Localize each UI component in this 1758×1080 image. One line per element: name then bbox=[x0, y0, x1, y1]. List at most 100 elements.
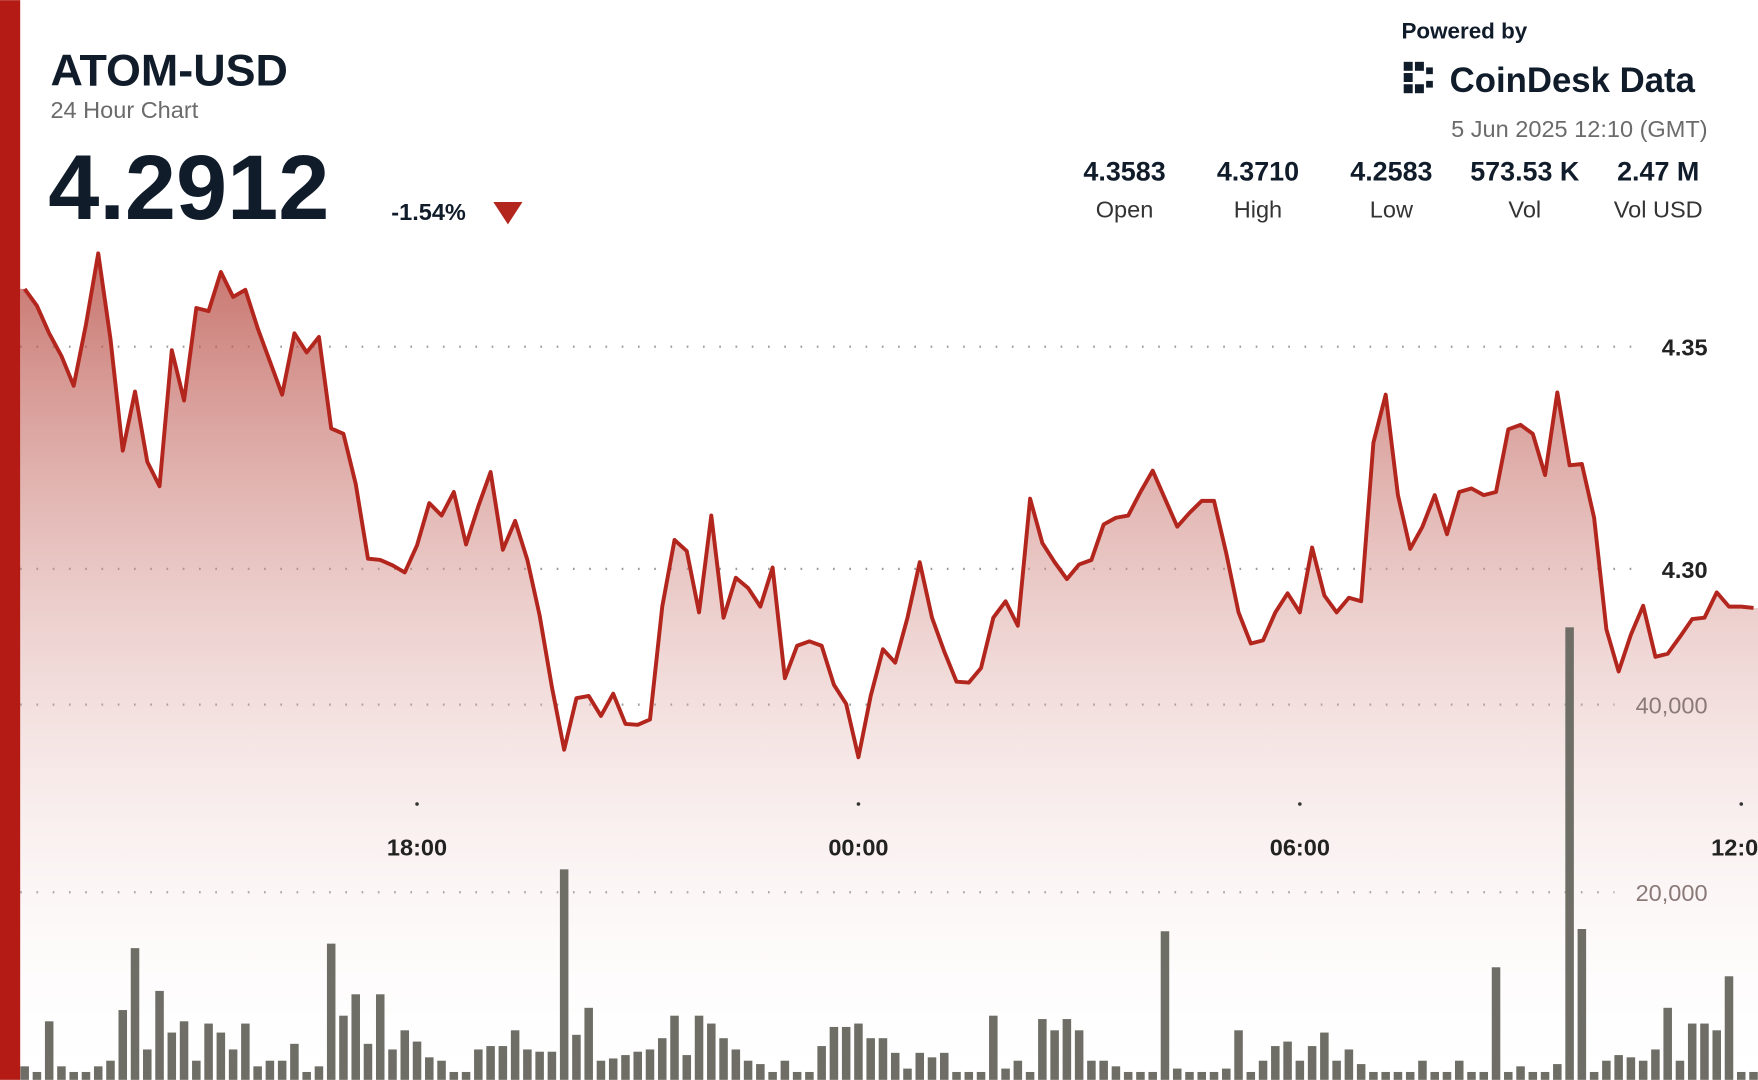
volume-bar bbox=[645, 1049, 655, 1080]
volume-bar bbox=[1111, 1066, 1121, 1080]
volume-bar bbox=[1504, 1071, 1513, 1080]
volume-bar bbox=[572, 1034, 581, 1080]
volume-bar bbox=[1700, 1023, 1709, 1080]
volume-bar bbox=[1442, 1071, 1452, 1080]
volume-bar bbox=[841, 1026, 851, 1080]
volume-bar bbox=[1589, 1071, 1599, 1080]
volume-bar bbox=[265, 1060, 275, 1080]
volume-bar bbox=[1025, 1071, 1035, 1080]
volume-bar bbox=[1258, 1060, 1268, 1080]
volume-bar bbox=[559, 869, 569, 1080]
volume-bar bbox=[743, 1060, 753, 1080]
y-tick-label: 4.35 bbox=[1662, 335, 1708, 361]
volume-bar bbox=[694, 1015, 704, 1080]
volume-bar bbox=[1638, 1060, 1648, 1080]
volume-bar bbox=[1454, 1060, 1464, 1080]
volume-bar bbox=[976, 1071, 986, 1080]
volume-bar bbox=[1651, 1049, 1660, 1080]
volume-bar bbox=[1687, 1023, 1697, 1080]
volume-bar bbox=[731, 1049, 741, 1080]
volume-bar bbox=[1136, 1071, 1145, 1080]
price-line bbox=[23, 251, 1754, 760]
volume-bar bbox=[670, 1015, 679, 1080]
volume-bar bbox=[302, 1071, 311, 1080]
volume-bar bbox=[32, 1071, 42, 1080]
volume-bar bbox=[1736, 1071, 1746, 1080]
volume-bar bbox=[1565, 627, 1574, 1080]
volume-bar bbox=[351, 994, 360, 1080]
powered-by: Powered by bbox=[1401, 18, 1527, 43]
x-tick-mark bbox=[856, 802, 861, 806]
stat-value: 2.47 M bbox=[1617, 157, 1699, 187]
volume-bar bbox=[829, 1026, 839, 1080]
volume-bar bbox=[44, 1021, 54, 1080]
volume-bar bbox=[756, 1064, 765, 1080]
volume-bar bbox=[253, 1066, 262, 1080]
volume-bar bbox=[130, 948, 140, 1080]
volume-bar bbox=[1148, 1071, 1157, 1080]
volume-bar bbox=[547, 1051, 557, 1080]
volume-bar bbox=[878, 1038, 888, 1080]
stat-value: 4.3583 bbox=[1083, 157, 1165, 187]
volume-bar bbox=[143, 1049, 152, 1080]
stat-label: Vol bbox=[1508, 197, 1541, 223]
volume-bar bbox=[1540, 1071, 1550, 1080]
volume-bar bbox=[1528, 1071, 1538, 1080]
volume-bar bbox=[805, 1071, 814, 1080]
stat-value: 573.53 K bbox=[1470, 157, 1580, 187]
volume-bar bbox=[989, 1015, 998, 1080]
y-tick-label: 4.30 bbox=[1662, 557, 1708, 583]
volume-bar bbox=[1234, 1030, 1243, 1080]
volume-bar bbox=[498, 1046, 508, 1080]
volume-bar bbox=[474, 1049, 483, 1080]
volume-bar bbox=[1001, 1068, 1010, 1080]
volume-bar bbox=[768, 1071, 777, 1080]
volume-bar bbox=[118, 1010, 128, 1080]
volume-bar bbox=[510, 1030, 520, 1080]
stat-value: 4.3710 bbox=[1217, 157, 1299, 187]
volume-bar bbox=[903, 1068, 912, 1080]
volume-bar bbox=[1160, 931, 1170, 1080]
chart-subtitle: 24 Hour Chart bbox=[50, 97, 198, 123]
volume-bar bbox=[1295, 1060, 1305, 1080]
volume-bar bbox=[1381, 1071, 1390, 1080]
volume-bar bbox=[707, 1023, 716, 1080]
volume-bar bbox=[1123, 1071, 1133, 1080]
volume-bar bbox=[1074, 1030, 1084, 1080]
volume-bar bbox=[584, 1007, 593, 1080]
volume-bar bbox=[20, 1066, 29, 1080]
volume-bar bbox=[1626, 1057, 1636, 1080]
volume-bar bbox=[204, 1023, 213, 1080]
volume-bar bbox=[461, 1071, 471, 1080]
volume-bar bbox=[682, 1055, 692, 1080]
volume-bar bbox=[1663, 1007, 1672, 1080]
x-tick-mark bbox=[415, 802, 419, 806]
volume-bar bbox=[890, 1052, 900, 1080]
brand-name: CoinDesk Data bbox=[1450, 62, 1696, 100]
volume-bar bbox=[1087, 1060, 1096, 1080]
volume-bar bbox=[179, 1021, 189, 1080]
price-area bbox=[20, 253, 1758, 1080]
volume-bar bbox=[1222, 1068, 1231, 1080]
volume-bar bbox=[1038, 1019, 1047, 1080]
volume-bar bbox=[1614, 1055, 1623, 1080]
volume-bar bbox=[277, 1060, 287, 1080]
volume-bar bbox=[69, 1071, 78, 1080]
volume-bar bbox=[1467, 1071, 1476, 1080]
volume-bar bbox=[633, 1051, 642, 1080]
chart-title: ATOM-USD bbox=[50, 44, 287, 95]
volume-bar bbox=[1712, 1030, 1721, 1080]
price-change: -1.54% bbox=[391, 199, 466, 225]
volume-bar bbox=[192, 1060, 201, 1080]
y2-tick-label: 20,000 bbox=[1636, 880, 1708, 906]
volume-bar bbox=[608, 1058, 618, 1080]
stat-label: Vol USD bbox=[1614, 197, 1703, 223]
volume-bar bbox=[719, 1038, 728, 1080]
accent-bar bbox=[0, 0, 21, 1080]
volume-bar bbox=[1553, 1064, 1562, 1080]
volume-bar bbox=[621, 1055, 630, 1080]
y2-tick-label: 40,000 bbox=[1636, 693, 1708, 719]
volume-bar bbox=[412, 1041, 422, 1080]
volume-bar bbox=[449, 1071, 459, 1080]
